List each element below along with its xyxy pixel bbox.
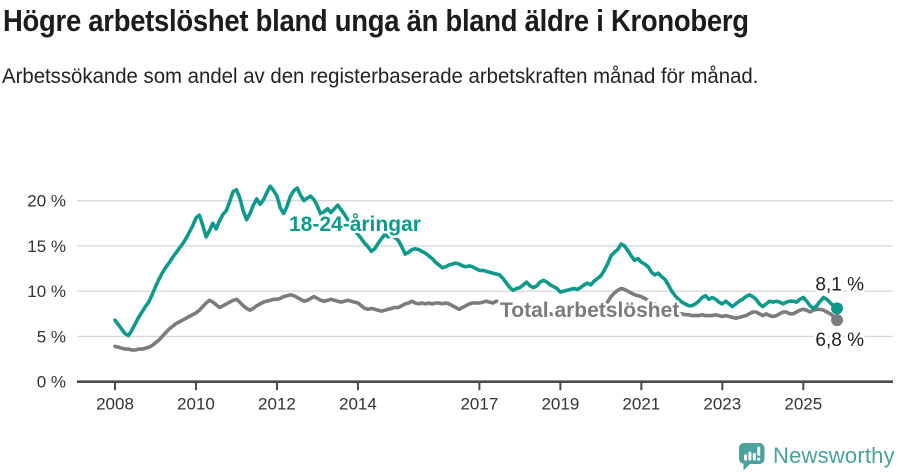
y-axis-tick-label: 15 % <box>27 237 66 256</box>
x-axis-tick-label: 2012 <box>258 395 296 414</box>
x-axis-tick-label: 2023 <box>703 395 741 414</box>
x-axis-tick-label: 2008 <box>96 395 134 414</box>
y-axis-tick-label: 20 % <box>27 192 66 211</box>
page-title: Högre arbetslöshet bland unga än bland ä… <box>3 3 749 38</box>
newsworthy-logo: Newsworthy <box>738 441 895 471</box>
y-axis-tick-label: 5 % <box>37 327 66 346</box>
newsworthy-logo-icon <box>738 442 765 470</box>
x-axis-tick-label: 2019 <box>541 395 579 414</box>
x-axis-tick-label: 2021 <box>622 395 660 414</box>
newsworthy-logo-text: Newsworthy <box>773 443 895 468</box>
series-label: 18-24-åringar <box>289 213 421 236</box>
series-line <box>113 184 839 338</box>
x-axis-tick-label: 2025 <box>784 395 822 414</box>
y-axis-tick-label: 10 % <box>27 282 66 301</box>
series-end-value-label: 6,8 % <box>815 330 864 351</box>
series-end-dot <box>831 302 844 315</box>
x-axis-tick-label: 2014 <box>339 395 377 414</box>
series-end-dot <box>831 314 844 327</box>
series-line <box>113 286 839 352</box>
x-axis-tick-label: 2010 <box>177 395 215 414</box>
x-axis-tick-label: 2017 <box>460 395 498 414</box>
series-end-value-label: 8,1 % <box>815 274 864 295</box>
y-axis-tick-label: 0 % <box>37 373 66 392</box>
series-label: Total arbetslöshet <box>500 299 679 322</box>
chart-subtitle: Arbetssökande som andel av den registerb… <box>2 65 759 88</box>
